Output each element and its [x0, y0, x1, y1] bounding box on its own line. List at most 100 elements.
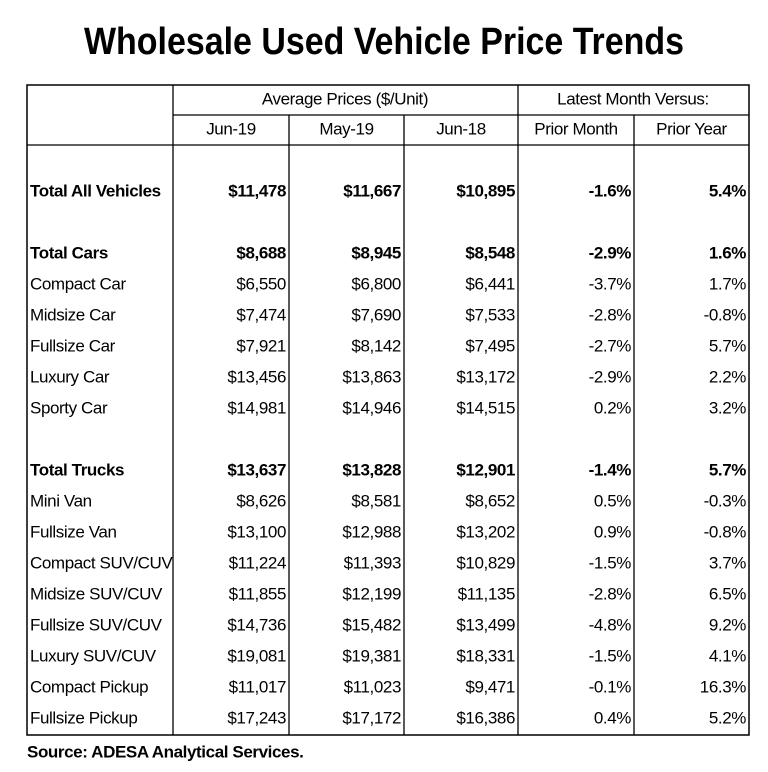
cell: $8,652: [465, 491, 515, 510]
column-header: Prior Year: [656, 119, 727, 138]
row-label: Fullsize SUV/CUV: [30, 615, 163, 634]
cell: 0.5%: [594, 491, 631, 510]
cell: -2.9%: [589, 243, 632, 262]
cell: $7,690: [351, 305, 401, 324]
cell: $11,667: [343, 181, 401, 200]
cell: -0.8%: [704, 305, 747, 324]
cell: -1.5%: [589, 646, 632, 665]
cell: $10,895: [456, 181, 515, 200]
cell: -2.7%: [589, 336, 632, 355]
group-header: Latest Month Versus:: [557, 89, 709, 108]
cell: -0.1%: [589, 677, 632, 696]
row-label: Fullsize Car: [30, 336, 116, 355]
column-header: May-19: [319, 119, 373, 138]
cell: -2.8%: [589, 584, 632, 603]
cell: $12,199: [342, 584, 401, 603]
cell: $6,800: [351, 274, 401, 293]
cell: -1.6%: [589, 181, 632, 200]
cell: 5.7%: [709, 336, 746, 355]
cell: 5.4%: [709, 181, 746, 200]
row-label: Fullsize Pickup: [30, 708, 137, 727]
cell: 5.2%: [709, 708, 746, 727]
row-label: Fullsize Van: [30, 522, 117, 541]
cell: $17,243: [227, 708, 286, 727]
cell: 2.2%: [709, 367, 746, 386]
row-label: Midsize SUV/CUV: [30, 584, 163, 603]
cell: -2.9%: [589, 367, 632, 386]
cell: $7,921: [236, 336, 286, 355]
cell: $13,202: [456, 522, 515, 541]
cell: $8,581: [351, 491, 401, 510]
cell: $11,478: [228, 181, 286, 200]
cell: $6,550: [236, 274, 286, 293]
cell: 1.7%: [709, 274, 746, 293]
cell: $13,172: [456, 367, 515, 386]
cell: $6,441: [465, 274, 515, 293]
cell: $13,456: [227, 367, 286, 386]
cell: $9,471: [465, 677, 515, 696]
group-header: Average Prices ($/Unit): [262, 89, 428, 108]
cell: -0.8%: [704, 522, 747, 541]
cell: -3.7%: [589, 274, 632, 293]
column-header: Prior Month: [534, 119, 617, 138]
cell: $12,901: [456, 460, 515, 479]
cell: 9.2%: [709, 615, 746, 634]
cell: $18,331: [456, 646, 515, 665]
row-label: Total Cars: [30, 243, 108, 262]
row-label: Midsize Car: [30, 305, 116, 324]
cell: $13,499: [456, 615, 515, 634]
cell: $11,224: [229, 553, 286, 572]
cell: $12,988: [342, 522, 401, 541]
cell: 5.7%: [709, 460, 746, 479]
cell: $7,533: [465, 305, 515, 324]
cell: $16,386: [456, 708, 515, 727]
title: Wholesale Used Vehicle Price Trends: [84, 21, 684, 63]
cell: $11,023: [344, 677, 401, 696]
cell: $15,482: [342, 615, 401, 634]
cell: $13,828: [342, 460, 401, 479]
cell: $13,637: [227, 460, 286, 479]
column-header: Jun-18: [436, 119, 486, 138]
row-label: Total All Vehicles: [30, 181, 161, 200]
cell: 0.9%: [594, 522, 631, 541]
cell: 6.5%: [709, 584, 746, 603]
row-label: Total Trucks: [30, 460, 124, 479]
column-header: Jun-19: [206, 119, 256, 138]
cell: 0.2%: [594, 398, 631, 417]
cell: 16.3%: [700, 677, 746, 696]
row-label: Luxury Car: [30, 367, 110, 386]
cell: $11,017: [229, 677, 286, 696]
cell: $19,081: [227, 646, 286, 665]
row-label: Compact SUV/CUV: [30, 553, 173, 572]
row-label: Sporty Car: [30, 398, 108, 417]
cell: $11,855: [229, 584, 286, 603]
cell: $7,474: [236, 305, 286, 324]
cell: $10,829: [456, 553, 515, 572]
cell: $19,381: [342, 646, 401, 665]
cell: $11,393: [344, 553, 401, 572]
cell: $14,736: [227, 615, 286, 634]
cell: $13,100: [227, 522, 286, 541]
cell: -1.4%: [589, 460, 632, 479]
cell: 4.1%: [709, 646, 746, 665]
cell: $8,548: [465, 243, 515, 262]
cell: 0.4%: [594, 708, 631, 727]
cell: $7,495: [465, 336, 515, 355]
cell: -2.8%: [589, 305, 632, 324]
cell: $11,135: [458, 584, 515, 603]
cell: -4.8%: [589, 615, 632, 634]
cell: $14,515: [456, 398, 515, 417]
row-label: Compact Pickup: [30, 677, 148, 696]
cell: 3.7%: [709, 553, 746, 572]
cell: $14,946: [342, 398, 401, 417]
row-label: Luxury SUV/CUV: [30, 646, 157, 665]
cell: $14,981: [227, 398, 286, 417]
cell: $17,172: [342, 708, 401, 727]
cell: $8,142: [351, 336, 401, 355]
cell: $13,863: [342, 367, 401, 386]
row-label: Compact Car: [30, 274, 126, 293]
table-border: [26, 84, 750, 736]
cell: $8,945: [351, 243, 401, 262]
